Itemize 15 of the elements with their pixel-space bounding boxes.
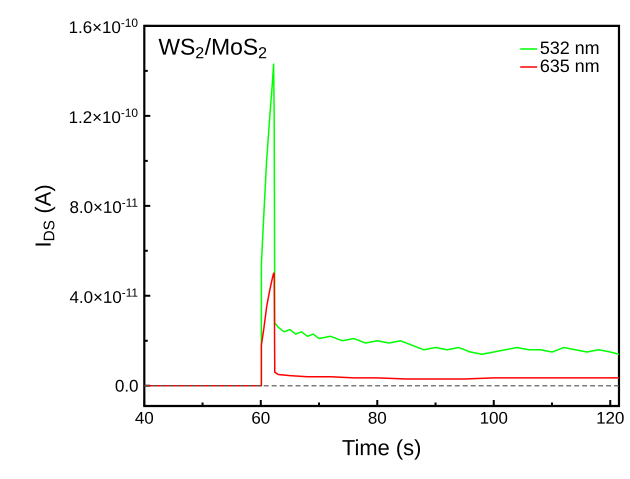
legend-label: 635 nm [540, 60, 598, 72]
x-tick-label: 60 [252, 412, 270, 424]
y-tick-label: 4.0×10$^{-11}$ [70, 288, 138, 304]
y-tick-label: 1.2×10$^{-10}$ [70, 108, 138, 124]
legend-label: 532 nm [540, 42, 598, 54]
x-tick-label: 80 [368, 412, 386, 424]
y-tick-label: 0.0 [116, 380, 138, 392]
y-axis-title: I$_{DS}$ (A) [34, 186, 56, 246]
x-tick-label: 40 [135, 412, 154, 424]
x-tick-label: 100 [480, 412, 508, 424]
y-tick-label: 1.6×10$^{-10}$ [70, 18, 138, 34]
y-tick-label: 8.0×10$^{-11}$ [70, 198, 138, 214]
chart-title: WS$_{2}$/MoS$_{2}$ [158, 38, 266, 58]
x-tick-label: 120 [597, 412, 624, 424]
x-axis-title: Time (s) [342, 439, 420, 460]
